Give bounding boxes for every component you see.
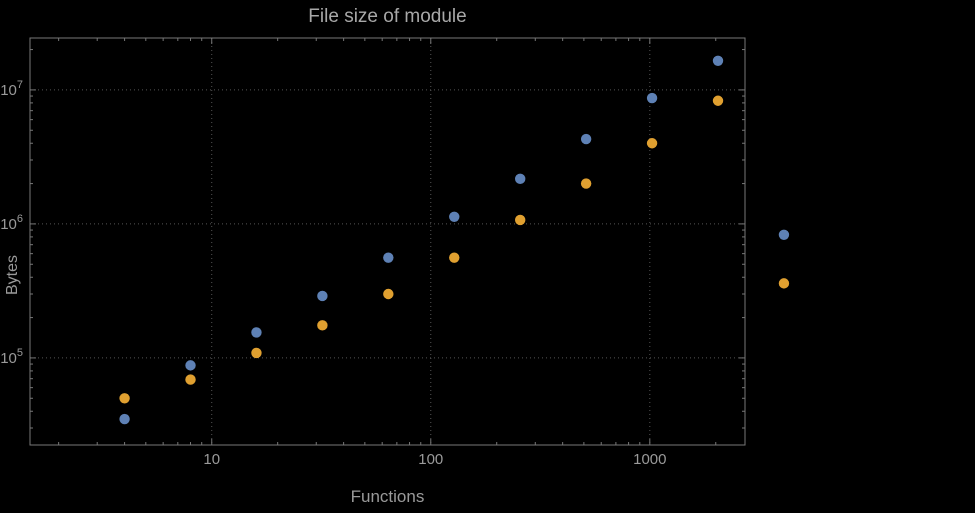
chart-title: File size of module — [308, 6, 467, 27]
point-series-blue — [514, 173, 526, 185]
point-series-orange — [185, 374, 196, 385]
point-series-blue — [449, 211, 460, 223]
x-axis-label: Functions — [350, 487, 425, 506]
point-series-blue — [580, 133, 592, 145]
point-series-orange — [449, 252, 460, 263]
point-series-blue — [646, 92, 658, 104]
x-tick-label: 1000 — [633, 451, 666, 468]
point-series-blue — [185, 360, 196, 371]
point-series-orange — [646, 138, 658, 149]
y-tick-label: 105 — [0, 347, 23, 367]
plot-frame — [29, 37, 746, 446]
point-series-blue — [383, 252, 394, 263]
point-series-blue — [251, 327, 262, 338]
point-series-orange — [317, 320, 328, 331]
point-series-orange — [778, 278, 790, 289]
point-series-orange — [514, 214, 526, 226]
point-series-orange — [251, 347, 262, 359]
point-series-blue — [119, 413, 130, 425]
point-series-blue — [317, 290, 328, 302]
point-series-orange — [383, 288, 394, 300]
point-series-blue — [778, 229, 790, 240]
x-tick-label: 10 — [203, 451, 220, 468]
y-tick-label: 106 — [0, 213, 23, 233]
y-tick-label: 107 — [0, 79, 23, 99]
x-tick-label: 100 — [418, 451, 443, 468]
point-series-orange — [119, 393, 130, 404]
point-series-orange — [580, 178, 592, 189]
point-series-blue — [712, 55, 724, 66]
point-series-orange — [712, 95, 724, 106]
